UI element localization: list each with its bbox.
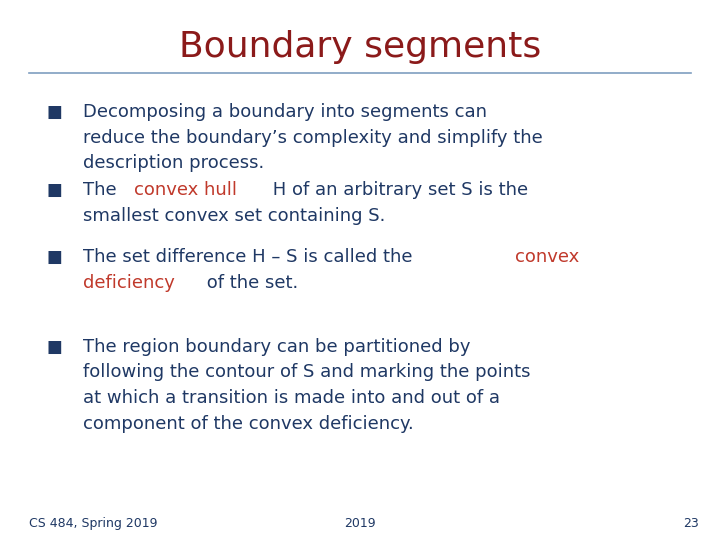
Text: 2019: 2019	[344, 517, 376, 530]
Text: The region boundary can be partitioned by: The region boundary can be partitioned b…	[83, 338, 470, 355]
Text: ■: ■	[46, 248, 62, 266]
Text: Decomposing a boundary into segments can: Decomposing a boundary into segments can	[83, 103, 487, 120]
Text: description process.: description process.	[83, 154, 264, 172]
Text: The set difference H – S is called the: The set difference H – S is called the	[83, 248, 418, 266]
Text: of the set.: of the set.	[202, 274, 299, 292]
Text: component of the convex deficiency.: component of the convex deficiency.	[83, 415, 413, 433]
Text: smallest convex set containing S.: smallest convex set containing S.	[83, 207, 385, 225]
Text: deficiency: deficiency	[83, 274, 175, 292]
Text: Boundary segments: Boundary segments	[179, 30, 541, 64]
Text: ■: ■	[46, 103, 62, 120]
Text: following the contour of S and marking the points: following the contour of S and marking t…	[83, 363, 531, 381]
Text: ■: ■	[46, 181, 62, 199]
Text: convex: convex	[516, 248, 580, 266]
Text: H of an arbitrary set S is the: H of an arbitrary set S is the	[266, 181, 528, 199]
Text: reduce the boundary’s complexity and simplify the: reduce the boundary’s complexity and sim…	[83, 129, 543, 146]
Text: CS 484, Spring 2019: CS 484, Spring 2019	[29, 517, 157, 530]
Text: at which a transition is made into and out of a: at which a transition is made into and o…	[83, 389, 500, 407]
Text: convex hull: convex hull	[134, 181, 237, 199]
Text: The: The	[83, 181, 122, 199]
Text: ■: ■	[46, 338, 62, 355]
Text: 23: 23	[683, 517, 698, 530]
